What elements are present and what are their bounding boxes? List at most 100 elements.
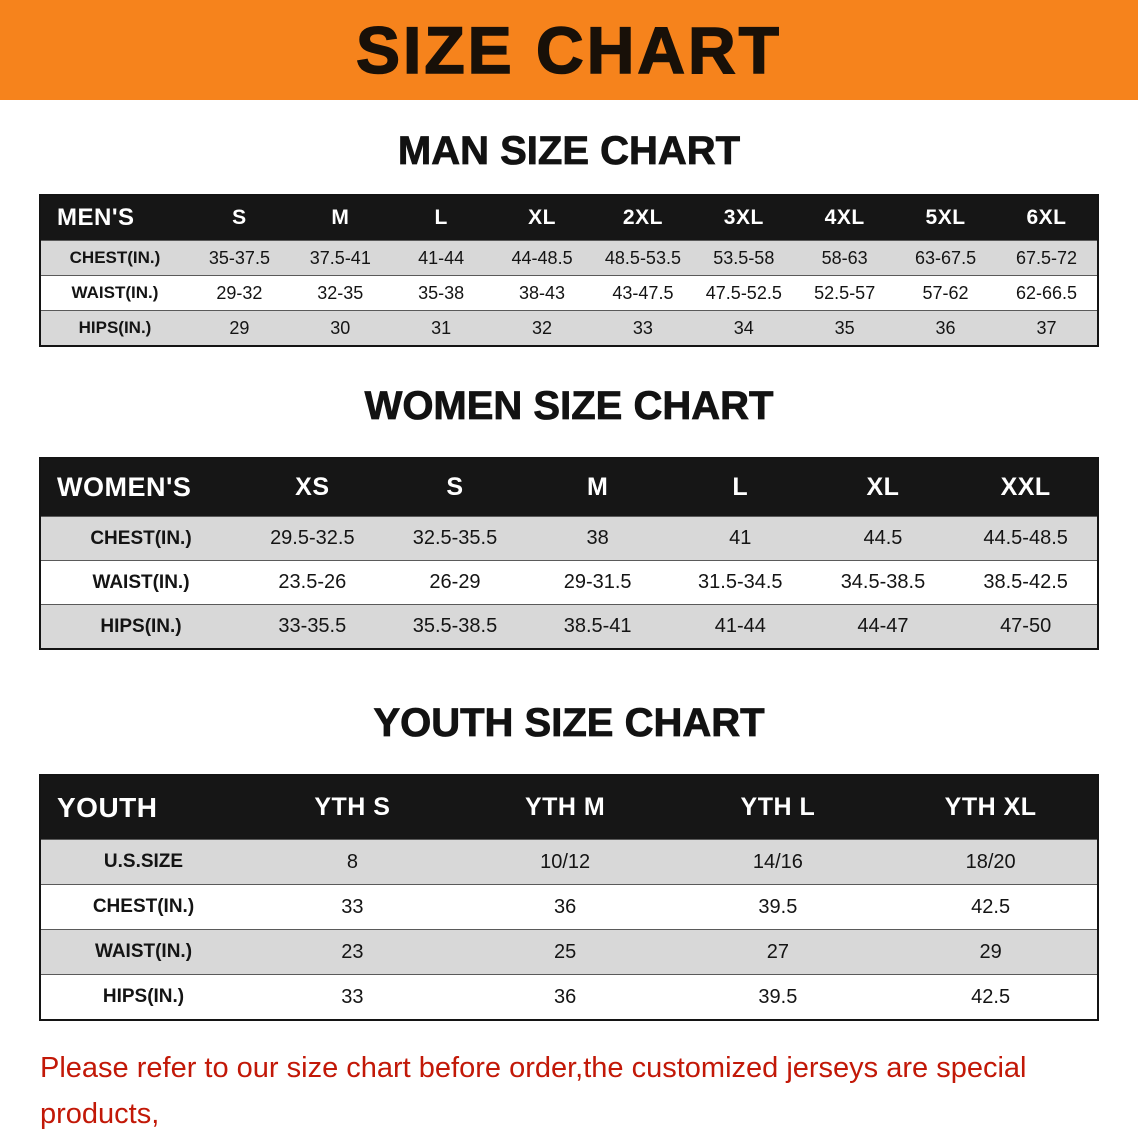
size-value: 33-35.5 [241,604,384,648]
size-column-header: M [289,196,391,240]
table-header-row: MEN'S S M L XL 2XL 3XL 4XL 5XL 6XL [41,196,1097,240]
table-row: U.S.SIZE 8 10/12 14/16 18/20 [41,839,1097,884]
man-size-section: MAN SIZE CHART MEN'S S M L XL 2XL 3XL 4XL 5XL 6XL… [0,128,1138,347]
size-value: 42.5 [884,974,1097,1019]
size-value: 31.5-34.5 [668,560,812,604]
size-value: 41-44 [390,240,492,275]
table-title-cell: WOMEN'S [41,459,241,516]
size-value: 35.5-38.5 [383,604,527,648]
size-value: 14/16 [671,839,885,884]
size-value: 34.5-38.5 [811,560,955,604]
row-label: WAIST(IN.) [41,560,241,604]
row-label: HIPS(IN.) [41,310,189,345]
size-value: 43-47.5 [592,275,694,310]
size-value: 34 [693,310,795,345]
man-size-chart-heading: MAN SIZE CHART [397,129,741,174]
size-value: 10/12 [458,839,672,884]
size-column-header: YTH XL [884,776,1097,839]
size-value: 35-37.5 [189,240,290,275]
size-value: 41 [668,516,812,560]
size-column-header: S [383,459,527,516]
row-label: CHEST(IN.) [41,516,241,560]
size-value: 32-35 [289,275,391,310]
table-row: CHEST(IN.) 33 36 39.5 42.5 [41,884,1097,929]
row-label: HIPS(IN.) [41,974,246,1019]
size-value: 33 [246,974,459,1019]
size-column-header: XL [491,196,593,240]
size-value: 29-32 [189,275,290,310]
table-row: CHEST(IN.) 29.5-32.5 32.5-35.5 38 41 44.5 44.5… [41,516,1097,560]
size-value: 31 [390,310,492,345]
row-label: HIPS(IN.) [41,604,241,648]
size-column-header: L [390,196,492,240]
size-column-header: XL [811,459,955,516]
row-label: CHEST(IN.) [41,884,246,929]
size-column-header: L [668,459,812,516]
size-value: 47-50 [954,604,1097,648]
size-column-header: 5XL [895,196,996,240]
table-row: WAIST(IN.) 23.5-26 26-29 29-31.5 31.5-34.5 34… [41,560,1097,604]
size-column-header: YTH L [671,776,885,839]
size-value: 25 [458,929,672,974]
size-value: 58-63 [794,240,896,275]
size-value: 29.5-32.5 [241,516,384,560]
size-column-header: YTH M [458,776,672,839]
table-row: HIPS(IN.) 29 30 31 32 33 34 35 36 37 [41,310,1097,345]
size-value: 36 [458,884,672,929]
size-value: 29 [189,310,290,345]
row-label: WAIST(IN.) [41,275,189,310]
size-value: 48.5-53.5 [592,240,694,275]
size-column-header: YTH S [246,776,459,839]
size-value: 38-43 [491,275,593,310]
youth-size-section: YOUTH SIZE CHART YOUTH YTH S YTH M YTH L YTH… [0,700,1138,1021]
size-value: 44.5 [811,516,955,560]
size-value: 33 [246,884,459,929]
size-value: 44-48.5 [491,240,593,275]
size-value: 42.5 [884,884,1097,929]
size-value: 18/20 [884,839,1097,884]
size-column-header: XS [241,459,384,516]
size-value: 37.5-41 [289,240,391,275]
size-value: 35-38 [390,275,492,310]
row-label: U.S.SIZE [41,839,246,884]
size-column-header: 3XL [693,196,795,240]
table-header-row: YOUTH YTH S YTH M YTH L YTH XL [41,776,1097,839]
youth-size-chart-heading: YOUTH SIZE CHART [373,701,765,746]
youth-size-table: YOUTH YTH S YTH M YTH L YTH XL U.S.SIZE 8 10/12… [39,774,1099,1021]
size-value: 67.5-72 [996,240,1097,275]
size-value: 33 [592,310,694,345]
size-value: 23 [246,929,459,974]
women-size-chart-heading: WOMEN SIZE CHART [364,384,774,429]
size-value: 8 [246,839,459,884]
size-value: 30 [289,310,391,345]
size-column-header: 6XL [996,196,1097,240]
table-title-cell: MEN'S [41,196,189,240]
table-title-cell: YOUTH [41,776,246,839]
size-value: 44-47 [811,604,955,648]
table-row: WAIST(IN.) 23 25 27 29 [41,929,1097,974]
size-value: 62-66.5 [996,275,1097,310]
row-label: CHEST(IN.) [41,240,189,275]
size-value: 27 [671,929,885,974]
page-title: SIZE CHART [355,13,782,87]
size-value: 38.5-41 [526,604,669,648]
size-value: 37 [996,310,1097,345]
size-value: 53.5-58 [693,240,795,275]
women-size-section: WOMEN SIZE CHART WOMEN'S XS S M L XL XXL CHEST(… [0,383,1138,650]
size-column-header: XXL [954,459,1097,516]
size-value: 39.5 [671,974,885,1019]
table-header-row: WOMEN'S XS S M L XL XXL [41,459,1097,516]
size-column-header: S [189,196,290,240]
row-label: WAIST(IN.) [41,929,246,974]
table-row: HIPS(IN.) 33-35.5 35.5-38.5 38.5-41 41-44 44-… [41,604,1097,648]
women-size-table: WOMEN'S XS S M L XL XXL CHEST(IN.) 29.5-32.5 32.5… [39,457,1099,650]
size-column-header: M [526,459,669,516]
size-column-header: 4XL [794,196,896,240]
disclaimer-line-1: Please refer to our size chart before or… [40,1052,1027,1130]
table-row: WAIST(IN.) 29-32 32-35 35-38 38-43 43-47.5 47.… [41,275,1097,310]
size-value: 57-62 [895,275,996,310]
banner: SIZE CHART [0,0,1138,100]
size-value: 26-29 [383,560,527,604]
size-value: 38 [526,516,669,560]
